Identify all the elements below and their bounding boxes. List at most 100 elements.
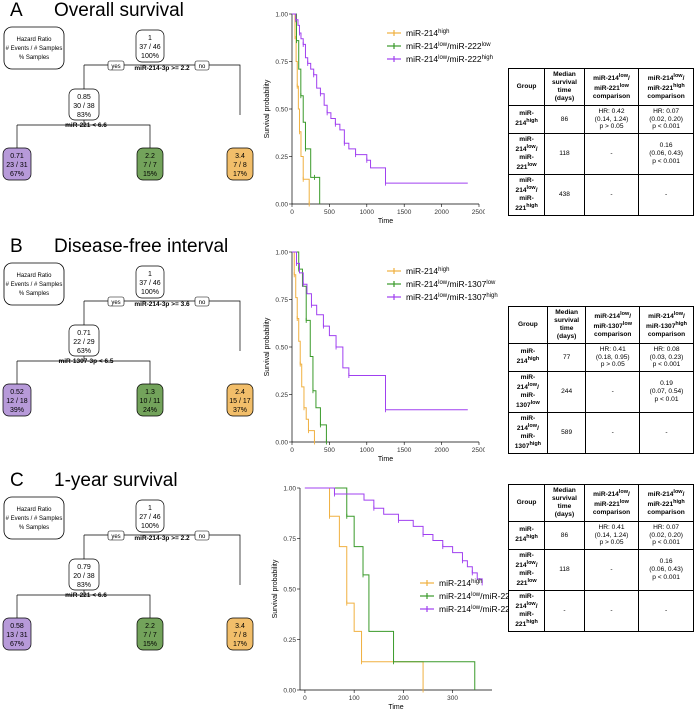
- km-curve: [292, 13, 310, 204]
- split-rule-1: miR-214-3p >= 2.2: [134, 535, 190, 542]
- leaf-node-box: [2, 617, 32, 651]
- table-row: miR-214high 86 HR: 0.41 (0.14, 1.24) p > 0.0…: [507, 520, 694, 551]
- panel-b: B Disease-free interval Hazard Ratio # Ev…: [0, 232, 700, 466]
- tree-edge: [84, 300, 241, 351]
- legend-entry: miR-214high: [406, 28, 449, 38]
- leaf-node-hr: 3.4: [235, 623, 245, 630]
- survival-chart: 0.00 0.25 0.50 0.75 1.00 0 500 1000 1500 2000 2500…: [264, 250, 485, 464]
- split-rule-2: miR-1307-3p < 6.5: [58, 358, 113, 365]
- table-header-row: Group Median survival time (days) miR-214l…: [507, 484, 694, 522]
- leaf-node-events: 7 / 8: [233, 162, 247, 169]
- panel-label: C: [10, 470, 24, 491]
- tree-edge: [17, 124, 151, 148]
- x-tick-label: 500: [324, 209, 335, 216]
- decision-tree: Hazard Ratio # Events / # Samples % Sample…: [2, 26, 254, 181]
- row-group: miR-214low/ miR-221low: [507, 549, 546, 592]
- row-median: 77: [546, 342, 587, 373]
- tree-key-label: Hazard Ratio: [16, 507, 52, 513]
- table-row: miR-214low/ miR-221low 118-0.16 (0.06, 0.4…: [507, 549, 694, 592]
- legend-entry: miR-214low/miR-222low: [406, 41, 491, 51]
- mid-node-hr: 0.79: [77, 564, 91, 571]
- tree-edge: [17, 594, 151, 618]
- mid-node-pct: 63%: [77, 348, 91, 355]
- x-tick-label: 200: [398, 695, 409, 702]
- x-tick-label: 0: [290, 447, 294, 454]
- mid-node-events: 30 / 38: [73, 103, 95, 110]
- km-curve: [292, 251, 468, 411]
- leaf-node-hr: 0.52: [10, 389, 24, 396]
- mid-node-pct: 83%: [77, 112, 91, 119]
- no-tag: no: [199, 534, 206, 540]
- x-tick-label: 1000: [360, 447, 375, 454]
- leaf-node-events: 7 / 8: [233, 632, 247, 639]
- row-comparison-1: -: [585, 371, 641, 414]
- leaf-node-pct: 37%: [233, 407, 247, 414]
- superscript: high: [526, 619, 538, 626]
- leaf-node-pct: 15%: [143, 171, 157, 178]
- yes-tag: yes: [111, 64, 120, 70]
- y-axis-label: Survival probability: [264, 79, 271, 138]
- split-rule-1: miR-214-3p >= 3.6: [134, 301, 190, 308]
- tree-key-label: # Events / # Samples: [6, 282, 63, 288]
- row-median: 244: [546, 371, 587, 414]
- x-axis-label: Time: [378, 456, 393, 463]
- row-comparison-1: HR: 0.41 (0.18, 0.95) p > 0.05: [585, 342, 641, 373]
- panel-title: Overall survival: [54, 0, 184, 21]
- superscript: low: [673, 310, 683, 317]
- root-node-pct: 100%: [141, 523, 159, 530]
- leaf-node-box: [226, 383, 254, 417]
- row-median: 118: [544, 549, 585, 592]
- panel-a: A Overall survival Hazard Ratio # Events …: [0, 0, 700, 232]
- col-header-comparison: miR-214low/ miR-221high comparison: [638, 484, 694, 522]
- leaf-node-pct: 17%: [233, 641, 247, 648]
- superscript: low: [527, 423, 538, 430]
- tree-edge: [17, 360, 151, 384]
- panel-title: 1-year survival: [54, 470, 178, 491]
- legend-entry: miR-214high: [406, 266, 449, 276]
- col-header-median: Median survival time (days): [544, 68, 585, 106]
- x-tick-label: 1500: [397, 209, 412, 216]
- row-comparison-1: -: [583, 174, 640, 217]
- row-comparison-1: -: [583, 549, 640, 592]
- yes-tag: yes: [111, 534, 120, 540]
- tree-key-label: % Samples: [19, 55, 49, 61]
- table-header-row: Group Median survival time (days) miR-214l…: [507, 68, 694, 106]
- legend-entry: miR-214high: [439, 578, 482, 588]
- table-row: miR-214low/ miR-1307low 244-0.19 (0.07, 0.…: [508, 371, 694, 414]
- superscript: high: [673, 498, 685, 505]
- mid-node-hr: 0.85: [77, 94, 91, 101]
- superscript: high: [526, 534, 538, 541]
- row-comparison-1: -: [583, 590, 640, 633]
- x-tick-label: 0: [303, 695, 307, 702]
- split-rule-2: miR-221 < 6.6: [65, 592, 107, 599]
- leaf-node-hr: 1.3: [145, 389, 155, 396]
- km-curve: [292, 251, 315, 442]
- row-comparison-1: HR: 0.41 (0.14, 1.24) p > 0.05: [583, 520, 640, 551]
- mid-node-box: [68, 558, 100, 591]
- table-row: miR-214low/ miR-221low 118-0.16 (0.06, 0.4…: [507, 133, 694, 176]
- x-axis-label: Time: [388, 704, 403, 711]
- root-node-events: 37 / 46: [139, 44, 161, 51]
- superscript: high: [675, 320, 687, 327]
- row-comparison-1: HR: 0.42 (0.14, 1.24) p > 0.05: [583, 104, 640, 135]
- leaf-node-events: 13 / 31: [6, 632, 28, 639]
- yes-tag-box: [107, 530, 125, 541]
- panel-title: Disease-free interval: [54, 236, 229, 257]
- row-comparison-2: 0.16 (0.06, 0.43) p < 0.001: [638, 133, 694, 176]
- superscript: low: [622, 320, 632, 327]
- row-comparison-2: 0.19 (0.07, 0.54) p < 0.01: [639, 371, 694, 414]
- x-tick-label: 300: [447, 695, 458, 702]
- tree-key-label: # Events / # Samples: [6, 46, 63, 52]
- leaf-node-box: [226, 147, 254, 181]
- x-tick-label: 100: [349, 695, 360, 702]
- row-comparison-2: -: [639, 412, 694, 455]
- superscript: low: [526, 144, 536, 151]
- row-median: -: [544, 590, 585, 633]
- superscript: high: [526, 203, 538, 210]
- tree-key-label: Hazard Ratio: [16, 273, 52, 279]
- root-node-pct: 100%: [141, 289, 159, 296]
- root-node-events: 27 / 46: [139, 514, 161, 521]
- mid-node-box: [68, 324, 100, 357]
- superscript: high: [529, 441, 542, 448]
- leaf-node-events: 10 / 11: [140, 398, 161, 405]
